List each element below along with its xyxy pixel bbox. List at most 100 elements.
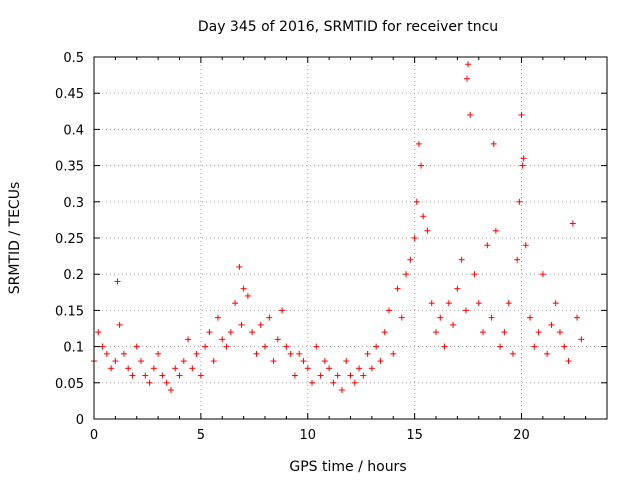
data-point <box>330 379 337 386</box>
y-tick-label: 0.3 <box>63 196 84 211</box>
data-point <box>356 365 363 372</box>
data-point <box>236 263 243 270</box>
data-point <box>497 343 504 350</box>
data-point <box>238 321 245 328</box>
data-point <box>471 271 478 278</box>
data-point <box>206 329 213 336</box>
data-point <box>296 350 303 357</box>
data-point <box>114 278 121 285</box>
data-point <box>516 198 523 205</box>
data-point <box>159 372 166 379</box>
data-point <box>514 256 521 263</box>
data-point <box>418 162 425 169</box>
y-tick-label: 0.1 <box>63 341 84 356</box>
data-point <box>232 300 239 307</box>
data-point <box>326 365 333 372</box>
data-point <box>300 358 307 365</box>
data-point <box>214 314 221 321</box>
data-point <box>146 379 153 386</box>
data-point <box>193 350 200 357</box>
data-point <box>185 336 192 343</box>
data-point <box>415 140 422 147</box>
data-point <box>95 329 102 336</box>
data-points <box>91 61 585 394</box>
data-point <box>458 256 465 263</box>
data-point <box>381 329 388 336</box>
x-axis-title: GPS time / hours <box>289 459 406 475</box>
data-point <box>454 285 461 292</box>
data-point <box>304 365 311 372</box>
axis-ticks <box>93 56 607 420</box>
data-point <box>450 321 457 328</box>
data-point <box>488 314 495 321</box>
data-point <box>467 111 474 118</box>
data-point <box>313 343 320 350</box>
data-point <box>385 307 392 314</box>
data-point <box>569 220 576 227</box>
y-axis-title: SRMTID / TECUs <box>7 182 23 295</box>
data-point <box>172 365 179 372</box>
x-tick-label: 5 <box>197 428 205 443</box>
data-point <box>163 379 170 386</box>
data-point <box>360 372 367 379</box>
data-point <box>108 365 115 372</box>
data-point <box>338 387 345 394</box>
data-point <box>368 365 375 372</box>
data-point <box>142 372 149 379</box>
data-point <box>270 358 277 365</box>
data-point <box>484 242 491 249</box>
data-point <box>150 365 157 372</box>
data-point <box>321 358 328 365</box>
data-point <box>343 358 350 365</box>
y-tick-label: 0.15 <box>55 304 84 319</box>
data-point <box>223 343 230 350</box>
chart-title: Day 345 of 2016, SRMTID for receiver tnc… <box>198 19 498 35</box>
data-point <box>155 350 162 357</box>
data-point <box>249 329 256 336</box>
data-point <box>373 343 380 350</box>
data-point <box>347 372 354 379</box>
data-point <box>274 336 281 343</box>
data-point <box>565 358 572 365</box>
x-tick-label: 0 <box>90 428 98 443</box>
data-point <box>266 314 273 321</box>
data-point <box>492 227 499 234</box>
y-tick-label: 0.4 <box>63 123 84 138</box>
data-point <box>133 343 140 350</box>
y-tick-label: 0.2 <box>63 268 84 283</box>
data-point <box>279 307 286 314</box>
data-point <box>535 329 542 336</box>
data-point <box>176 372 183 379</box>
data-point <box>334 372 341 379</box>
data-point <box>522 242 529 249</box>
data-point <box>364 350 371 357</box>
x-tick-label: 20 <box>513 428 530 443</box>
data-point <box>219 336 226 343</box>
data-point <box>351 379 358 386</box>
data-point <box>544 350 551 357</box>
data-point <box>227 329 234 336</box>
data-point <box>578 336 585 343</box>
data-point <box>253 350 260 357</box>
data-point <box>556 329 563 336</box>
data-point <box>287 350 294 357</box>
data-point <box>465 61 472 68</box>
data-point <box>138 358 145 365</box>
data-point <box>441 343 448 350</box>
y-tick-label: 0.45 <box>55 87 84 102</box>
data-point <box>428 300 435 307</box>
data-point <box>129 372 136 379</box>
data-point <box>413 198 420 205</box>
data-point <box>189 365 196 372</box>
data-point <box>202 343 209 350</box>
data-point <box>394 285 401 292</box>
data-point <box>424 227 431 234</box>
data-point <box>403 271 410 278</box>
data-point <box>501 329 508 336</box>
data-point <box>116 321 123 328</box>
data-point <box>390 350 397 357</box>
data-point <box>309 379 316 386</box>
data-point <box>548 321 555 328</box>
data-point <box>377 358 384 365</box>
